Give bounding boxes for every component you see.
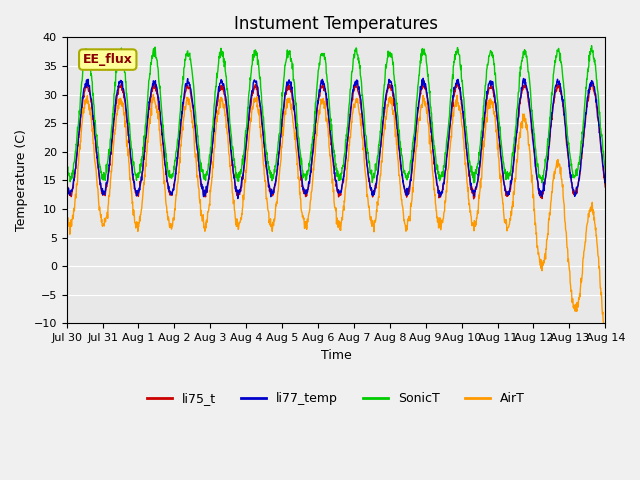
Text: EE_flux: EE_flux [83, 53, 132, 66]
Line: AirT: AirT [67, 95, 605, 338]
SonicT [147, 60, 155, 66]
li77_temp [595, 123, 603, 129]
AirT [312, 141, 319, 147]
li75_t [602, 184, 609, 190]
SonicT [542, 156, 550, 162]
AirT [595, 254, 602, 260]
Line: li77_temp: li77_temp [67, 78, 605, 199]
li77_temp [322, 92, 330, 97]
AirT [602, 335, 609, 341]
SonicT [312, 100, 319, 106]
Y-axis label: Temperature (C): Temperature (C) [15, 130, 28, 231]
li77_temp [234, 196, 242, 202]
SonicT [538, 180, 546, 186]
SonicT [588, 43, 595, 48]
li77_temp [147, 90, 155, 96]
li75_t [463, 149, 470, 155]
Line: SonicT: SonicT [67, 46, 605, 183]
AirT [463, 180, 471, 186]
SonicT [602, 166, 609, 172]
li77_temp [419, 75, 427, 81]
AirT [322, 117, 330, 122]
li75_t [322, 89, 330, 95]
SonicT [63, 163, 70, 169]
li75_t [542, 172, 550, 178]
Legend: li75_t, li77_temp, SonicT, AirT: li75_t, li77_temp, SonicT, AirT [142, 387, 530, 410]
li77_temp [463, 153, 471, 159]
li77_temp [312, 119, 319, 124]
li75_t [470, 196, 477, 202]
li77_temp [543, 168, 550, 173]
AirT [147, 111, 155, 117]
li75_t [595, 124, 603, 130]
AirT [542, 246, 550, 252]
SonicT [595, 104, 603, 110]
AirT [63, 209, 70, 215]
li75_t [312, 121, 319, 127]
SonicT [322, 60, 330, 65]
Title: Instument Temperatures: Instument Temperatures [234, 15, 438, 33]
Line: li75_t: li75_t [67, 83, 605, 199]
li75_t [588, 80, 595, 85]
X-axis label: Time: Time [321, 348, 351, 362]
SonicT [463, 131, 470, 136]
li77_temp [63, 179, 70, 185]
li75_t [63, 180, 70, 186]
AirT [150, 92, 157, 97]
li77_temp [602, 177, 609, 183]
li75_t [147, 95, 155, 100]
